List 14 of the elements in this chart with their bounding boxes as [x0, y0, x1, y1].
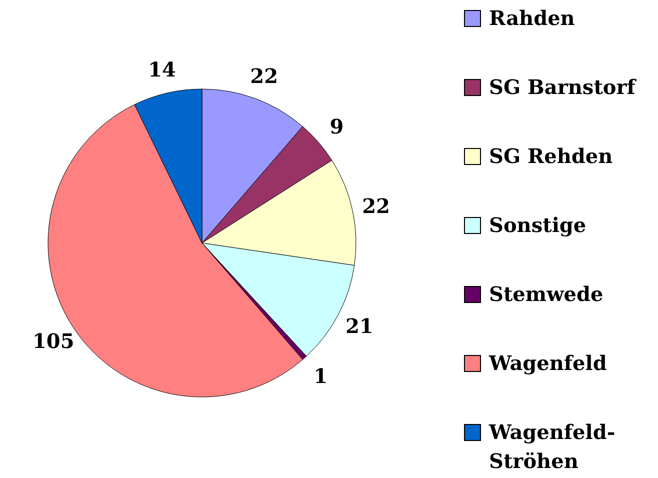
data-label: 22: [362, 194, 390, 218]
legend-label: Rahden: [489, 5, 576, 32]
data-label: 105: [32, 328, 74, 353]
legend-label: Wagenfeld-Ströhen: [489, 419, 616, 475]
data-label: 1: [314, 364, 328, 388]
legend-label: SG Barnstorf: [489, 74, 638, 101]
data-label: 14: [148, 58, 176, 82]
legend-label: SG Rehden: [489, 143, 614, 170]
legend-label: Stemwede: [489, 281, 604, 308]
legend-label: Sonstige: [489, 212, 588, 239]
data-label: 9: [330, 114, 344, 139]
data-label: 22: [250, 64, 278, 88]
legend-label: Wagenfeld: [489, 350, 608, 377]
data-label: 21: [345, 314, 374, 338]
